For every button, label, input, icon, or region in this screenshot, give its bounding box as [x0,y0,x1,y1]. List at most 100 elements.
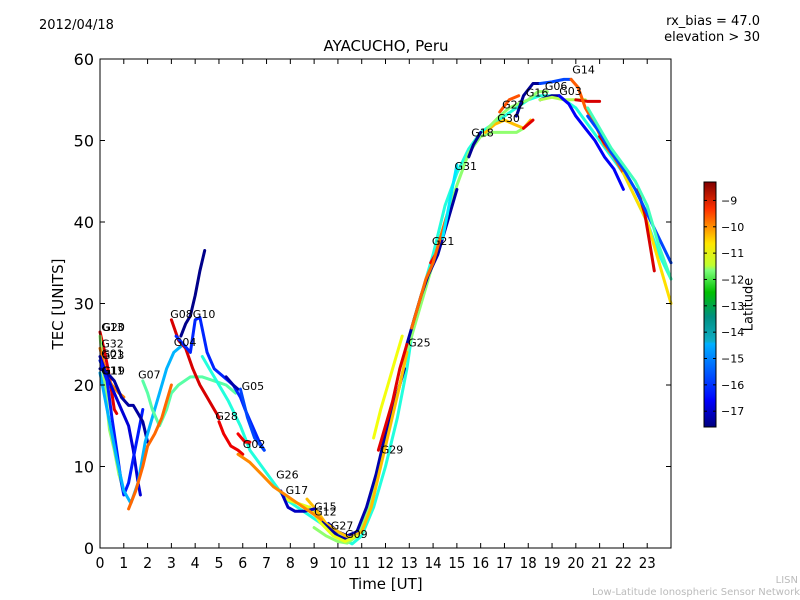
satellite-label: G03 [559,85,582,98]
network-name: Low-Latitude Ionospheric Sensor Network [592,587,800,598]
track-g02 [236,432,252,444]
satellite-label: G11 [101,364,124,377]
satellite-label: G23 [102,349,125,362]
x-tick-label: 3 [167,554,176,572]
satellite-label: G29 [381,444,404,457]
track-g22o [498,94,521,114]
x-tick-label: 20 [567,554,584,572]
colorbar-ticks: −9 −10 −11 −12 −13 −14 −15 −16 −17 [704,194,744,418]
track-g22 [486,90,549,130]
x-tick-label: 7 [262,554,271,572]
plot-frame [99,58,672,549]
colorbar-tick-label: −9 [721,194,737,207]
satellite-label: G27 [331,519,354,532]
track-g11 [98,367,150,444]
y-tick-label: 40 [74,213,94,232]
track-g05b [238,387,266,452]
satellite-label: G28 [215,410,238,423]
rx-bias-label: rx_bias = 47.0 [666,14,760,29]
x-tick-label: 13 [401,554,418,572]
satellite-label: G05 [242,380,265,393]
x-tick-label: 14 [425,554,442,572]
satellite-label: G30 [497,112,520,125]
track-g14a [200,94,673,546]
track-g03r [574,98,602,103]
meta-info: rx_bias = 47.0 elevation > 30 [664,14,760,46]
satellite-label: G02 [243,438,266,451]
satellite-label: G16 [526,87,549,100]
satellite-label: G04 [174,336,197,349]
satellite-label: G15 [314,501,337,514]
satellite-label: G19 [102,364,125,377]
chart-title: AYACUCHO, Peru [323,37,449,55]
satellite-label: G17 [286,484,309,497]
x-tick-label: 12 [377,554,394,572]
satellite-label: G14 [572,64,595,77]
track-g15 [305,350,409,540]
satellite-label: G32 [101,338,124,351]
colorbar-tick-label: −11 [721,247,744,260]
satellite-label: G13 [101,321,124,334]
y-tick-label: 10 [74,458,94,477]
colorbar-tick-label: −13 [721,300,744,313]
x-tick-label: 16 [472,554,489,572]
x-axis-label: Time [UT] [349,575,423,593]
y-tick-label: 20 [74,376,94,395]
satellite-label: G18 [471,126,494,139]
x-tick-label: 15 [448,554,465,572]
satellite-label: G07 [138,369,161,382]
y-tick-label: 60 [74,50,94,69]
satellite-label: G06 [545,80,568,93]
colorbar-tick-label: −14 [721,326,744,339]
network-abbr: LISN [775,575,798,586]
track-g28 [217,420,245,456]
x-tick-label: 22 [615,554,632,572]
track-g29 [372,334,404,440]
colorbar-tick-label: −17 [721,405,744,418]
satellite-label: G31 [455,160,478,173]
x-tick-label: 19 [544,554,561,572]
track-g16b [538,77,573,85]
colorbar-tick-label: −16 [721,379,744,392]
track-g16 [514,82,542,118]
elevation-label: elevation > 30 [664,30,760,45]
x-tick-label: 17 [496,554,513,572]
x-tick-label: 11 [353,554,370,572]
track-g04 [174,315,266,452]
y-axis-ticks: 0 10 20 30 40 50 60 [74,50,671,558]
track-g28b [236,452,323,521]
x-tick-label: 4 [191,554,200,572]
track-g03b [557,94,625,191]
x-tick-label: 8 [286,554,295,572]
track-g18 [467,130,483,159]
y-tick-label: 0 [84,539,94,558]
satellite-label: G12 [314,505,337,518]
tracks-layer [98,77,673,546]
track-g14b [621,171,673,305]
x-tick-label: 18 [520,554,537,572]
x-tick-label: 6 [238,554,247,572]
x-tick-label: 1 [119,554,128,572]
satellite-label: G21 [432,235,455,248]
y-tick-label: 30 [74,295,94,314]
track-g31 [441,163,459,240]
date-label: 2012/04/18 [39,18,114,33]
track-g29b [376,342,409,452]
x-tick-label: 21 [591,554,608,572]
x-tick-label: 10 [329,554,346,572]
track-g08 [169,318,221,420]
satellite-label: G26 [276,469,299,482]
satellite-label: G22 [502,99,525,112]
satellite-label: G10 [193,308,216,321]
x-tick-label: 9 [310,554,319,572]
track-g30r [522,118,535,130]
colorbar-tick-label: −10 [721,221,744,234]
track-g07b [127,383,173,511]
y-tick-label: 50 [74,132,94,151]
satellite-label: G09 [345,528,368,541]
x-tick-label: 0 [96,554,105,572]
satellite-label: G08 [170,308,193,321]
x-axis-ticks: 0 1 2 3 4 5 6 7 8 9 10 11 12 13 14 15 16 17 18 19 20 21 22 23 [96,59,656,572]
